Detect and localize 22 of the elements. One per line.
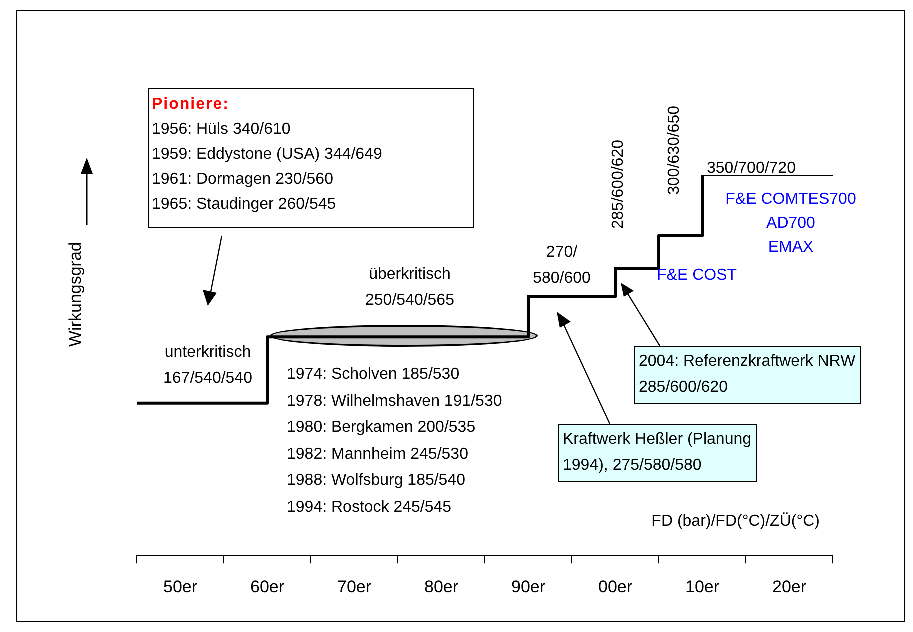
x-tick-label: 00er [598,577,633,596]
annotation: F&E COMTES700 AD700 EMAX [724,190,858,258]
annotation: 350/700/720 [707,159,796,179]
x-tick-label: 50er [163,577,198,596]
annotation: 2004: Referenzkraftwerk NRW 285/600/620 [639,352,856,398]
annotation: 1974: Scholven 185/530 1978: Wilhelmshaven 191/530 1980: Bergkamen 200/535 1982: Mannheim 245/530 1988: Wolfsburg 185/540 1994: Rostock 245/545 [287,365,502,518]
annotation: Kraftwerk Heßler (Planung 1994), 275/580/580 [563,430,752,476]
annotation: 300/630/650 [665,106,684,195]
annotation: F&E COST [657,266,738,286]
y-axis-title: Wirkungsgrad [66,242,86,350]
annotation: 270/ 580/600 [532,243,592,289]
x-tick-label: 20er [772,577,807,596]
annotation: 285/600/620 [609,140,628,229]
annotation: überkritisch 250/540/565 [364,265,456,311]
annotation: FD (bar)/FD(°C)/ZÜ(°C) [650,512,820,532]
x-tick-label: 60er [250,577,285,596]
annotation: unterkritisch 167/540/540 [162,343,254,389]
x-tick-label: 70er [337,577,372,596]
x-tick-label: 80er [424,577,459,596]
x-tick-label: 90er [511,577,546,596]
x-tick-label: 10er [685,577,720,596]
annotation: Pioniere: 1956: Hüls 340/610 1959: Eddystone (USA) 344/649 1961: Dormagen 230/560 1965: Staudinger 260/545 [152,95,384,215]
